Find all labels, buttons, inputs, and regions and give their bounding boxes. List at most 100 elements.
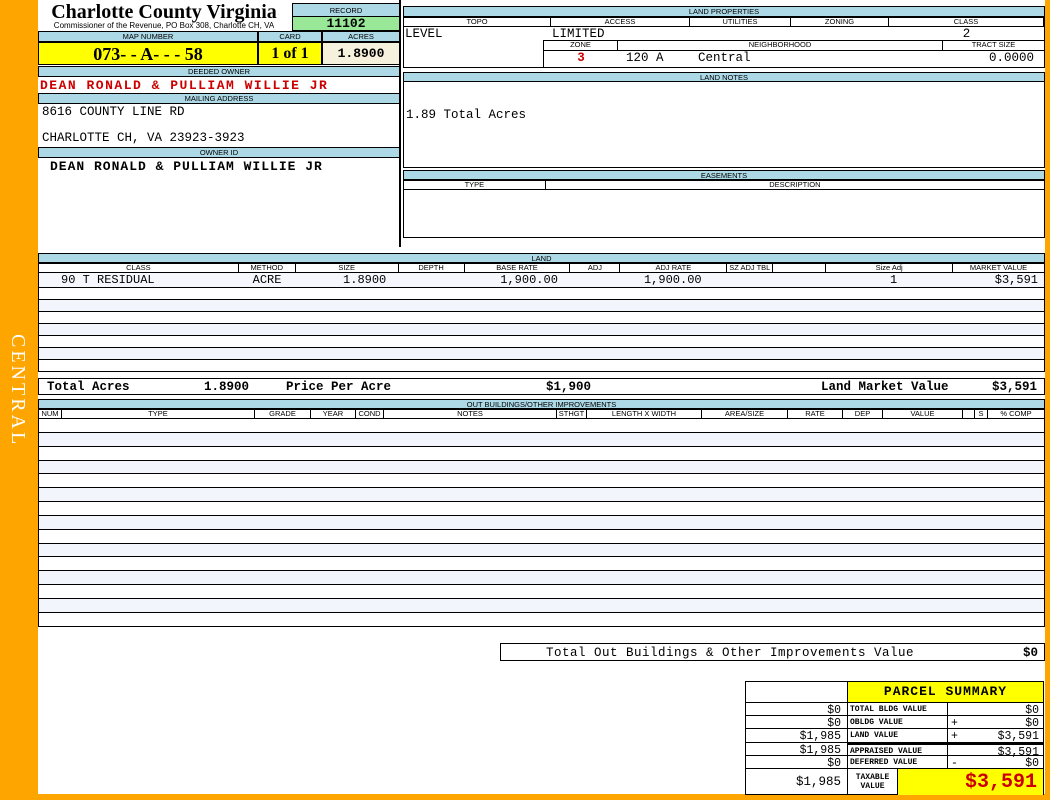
empty-row bbox=[39, 300, 1044, 312]
land-column-header: BASE RATE bbox=[464, 263, 571, 273]
land-column-header: SIZE bbox=[295, 263, 399, 273]
price-per-acre-value: $1,900 bbox=[546, 380, 592, 394]
land-properties-column-header: ACCESS bbox=[551, 17, 690, 27]
summary-value-cell: + $0 bbox=[948, 716, 1043, 731]
county-title: Charlotte County Virginia bbox=[51, 1, 277, 23]
summary-label: APPRAISED VALUE bbox=[848, 742, 948, 756]
summary-operator: + bbox=[951, 730, 958, 744]
land-cell: ACRE bbox=[252, 273, 282, 287]
land-table-totals-row: Total Acres 1.8900 Price Per Acre $1,900… bbox=[38, 378, 1045, 395]
out-buildings-column-header: RATE bbox=[788, 409, 843, 419]
topo-value: LEVEL bbox=[405, 27, 443, 41]
land-cell bbox=[570, 273, 620, 287]
land-column-header: ADJ bbox=[570, 263, 621, 273]
land-cell bbox=[727, 273, 773, 287]
easements-box bbox=[403, 190, 1045, 238]
total-acres-label: Total Acres bbox=[47, 380, 130, 394]
region-vertical-label: CENTRAL bbox=[7, 334, 29, 448]
owner-id-value: DEAN RONALD & PULLIAM WILLIE JR bbox=[50, 159, 323, 174]
card-label: CARD bbox=[258, 31, 322, 42]
out-buildings-column-header: COND bbox=[356, 409, 384, 419]
land-market-value-label: Land Market Value bbox=[821, 380, 949, 394]
out-buildings-column-header: % COMP bbox=[988, 409, 1045, 419]
land-market-value: $3,591 bbox=[991, 380, 1037, 394]
empty-row bbox=[39, 488, 1044, 503]
summary-value: $0 bbox=[1025, 756, 1039, 770]
empty-row bbox=[39, 324, 1044, 336]
out-buildings-column-header: GRADE bbox=[255, 409, 311, 419]
out-buildings-column-header: AREA/SIZE bbox=[702, 409, 788, 419]
empty-row bbox=[39, 613, 1044, 627]
land-column-header: SZ ADJ TBL bbox=[727, 263, 774, 273]
acres-label: ACRES bbox=[322, 31, 400, 42]
parcel-summary-title: PARCEL SUMMARY bbox=[848, 682, 1043, 702]
zone-label: ZONE bbox=[544, 41, 618, 51]
summary-operator: + bbox=[951, 717, 958, 731]
land-properties-column-header: TOPO bbox=[404, 17, 551, 27]
land-properties-column-header: CLASS bbox=[889, 17, 1044, 27]
land-table-data-row: 90 T RESIDUAL ACRE 1.8900 1,900.00 1,900.00 1… bbox=[38, 273, 1045, 287]
prior-value: $0 bbox=[746, 703, 848, 717]
land-cell bbox=[398, 273, 464, 287]
land-properties-column-header: UTILITIES bbox=[690, 17, 791, 27]
tract-size-value: 0.0000 bbox=[988, 51, 1034, 65]
land-column-header: CLASS bbox=[39, 263, 239, 273]
out-buildings-column-header: NUM bbox=[39, 409, 62, 419]
summary-value-cell: - $0 bbox=[948, 756, 1043, 770]
left-block-divider bbox=[399, 0, 401, 247]
land-notes-title: LAND NOTES bbox=[403, 72, 1045, 82]
parcel-summary-row: $1,985 LAND VALUE + $3,591 bbox=[746, 729, 1043, 744]
taxable-prior-value: $1,985 bbox=[746, 768, 848, 795]
acres-value: 1.8900 bbox=[322, 42, 400, 65]
out-buildings-title: OUT BUILDINGS/OTHER IMPROVEMENTS bbox=[38, 399, 1045, 409]
empty-row bbox=[39, 543, 1044, 558]
land-column-header: MARKET VALUE bbox=[953, 263, 1045, 273]
empty-row bbox=[39, 502, 1044, 516]
empty-row bbox=[39, 336, 1044, 348]
out-buildings-column-header: STHGT bbox=[557, 409, 587, 419]
land-cell: 1,900.00 bbox=[643, 273, 702, 287]
easements-title: EASEMENTS bbox=[403, 170, 1045, 180]
empty-row bbox=[39, 312, 1044, 324]
empty-row bbox=[39, 515, 1044, 530]
price-per-acre-label: Price Per Acre bbox=[286, 380, 392, 394]
summary-value-cell: + $3,591 bbox=[948, 729, 1043, 744]
summary-label: DEFERRED VALUE bbox=[848, 755, 948, 768]
out-buildings-columns: NUM TYPE GRADE YEAR COND NOTES STHGT LENGTH X W… bbox=[38, 409, 1045, 419]
land-cell bbox=[772, 273, 825, 287]
summary-label: TOTAL BLDG VALUE bbox=[848, 703, 948, 716]
summary-value-cell: $0 bbox=[948, 703, 1043, 717]
empty-row bbox=[39, 447, 1044, 461]
land-column-header: ADJ RATE bbox=[620, 263, 728, 273]
land-column-header: DEPTH bbox=[398, 263, 465, 273]
mailing-address-line1: 8616 COUNTY LINE RD bbox=[42, 105, 185, 119]
neighborhood-label: NEIGHBORHOOD bbox=[618, 41, 943, 51]
empty-row bbox=[39, 460, 1044, 475]
empty-row bbox=[39, 571, 1044, 586]
out-buildings-column-header: LENGTH X WIDTH bbox=[587, 409, 702, 419]
record-value: 11102 bbox=[292, 16, 400, 31]
land-table-empty-rows bbox=[38, 287, 1045, 372]
county-subtitle: Commissioner of the Revenue, PO Box 308,… bbox=[53, 21, 275, 30]
empty-row bbox=[39, 598, 1044, 613]
total-acres-value: 1.8900 bbox=[204, 380, 250, 394]
empty-row bbox=[39, 474, 1044, 489]
deeded-owner-label: DEEDED OWNER bbox=[38, 66, 400, 77]
land-table-columns: CLASS METHOD SIZE DEPTH BASE RATE ADJ ADJ RATE… bbox=[38, 263, 1045, 273]
land-column-header: Size Adj bbox=[826, 263, 954, 273]
empty-row bbox=[39, 419, 1044, 433]
owner-id-label: OWNER ID bbox=[38, 147, 400, 158]
summary-value: $3,591 bbox=[997, 745, 1039, 759]
empty-row bbox=[39, 288, 1044, 300]
summary-label: OBLDG VALUE bbox=[848, 716, 948, 729]
parcel-summary-row: $0 DEFERRED VALUE - $0 bbox=[746, 755, 1043, 770]
out-buildings-total-label: Total Out Buildings & Other Improvements… bbox=[546, 646, 915, 660]
property-record-card: Charlotte County Virginia Commissioner o… bbox=[38, 0, 1045, 795]
neighborhood-name: Central bbox=[698, 51, 751, 65]
land-cell: 1.8900 bbox=[343, 273, 387, 287]
parcel-summary-corner-cell bbox=[746, 682, 848, 702]
out-buildings-total-row: Total Out Buildings & Other Improvements… bbox=[500, 643, 1045, 661]
easements-column-header: DESCRIPTION bbox=[545, 180, 1045, 190]
prior-value: $1,985 bbox=[746, 729, 848, 743]
parcel-summary-row: $1,985 APPRAISED VALUE $3,591 bbox=[746, 742, 1043, 759]
